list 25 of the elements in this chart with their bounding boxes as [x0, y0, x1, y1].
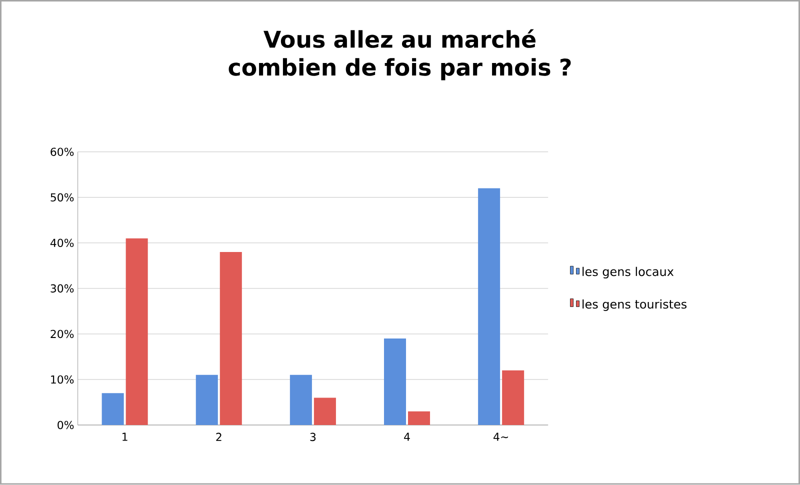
y-tick-label: 0%: [58, 420, 74, 430]
x-tick-label: 4: [404, 432, 410, 441]
legend-label: les gens locaux: [582, 266, 674, 279]
legend-label: les gens touristes: [582, 300, 687, 312]
y-tick-label: 30%: [50, 284, 74, 293]
y-tick-label: 60%: [50, 148, 74, 156]
x-tick-label: 1: [122, 432, 128, 441]
bar: [408, 411, 430, 426]
y-tick-label: 40%: [50, 238, 74, 248]
x-tick-label: 4∼: [494, 432, 508, 441]
bar: [290, 375, 312, 426]
bar: [102, 393, 124, 426]
y-tick-label: 50%: [50, 193, 74, 202]
bar: [196, 375, 218, 426]
bar: [220, 252, 242, 426]
bar: [314, 398, 336, 426]
y-tick-label: 10%: [51, 375, 74, 384]
y-tick-label: 20%: [50, 330, 74, 338]
x-tick-label: 2: [216, 432, 222, 442]
x-tick-label: 3: [310, 432, 316, 442]
bar: [478, 188, 500, 426]
bar: [384, 338, 406, 426]
chart-title: Vous allez au marché combien de fois par mois ?: [228, 29, 571, 80]
bar: [126, 238, 148, 426]
bar: [502, 370, 524, 426]
